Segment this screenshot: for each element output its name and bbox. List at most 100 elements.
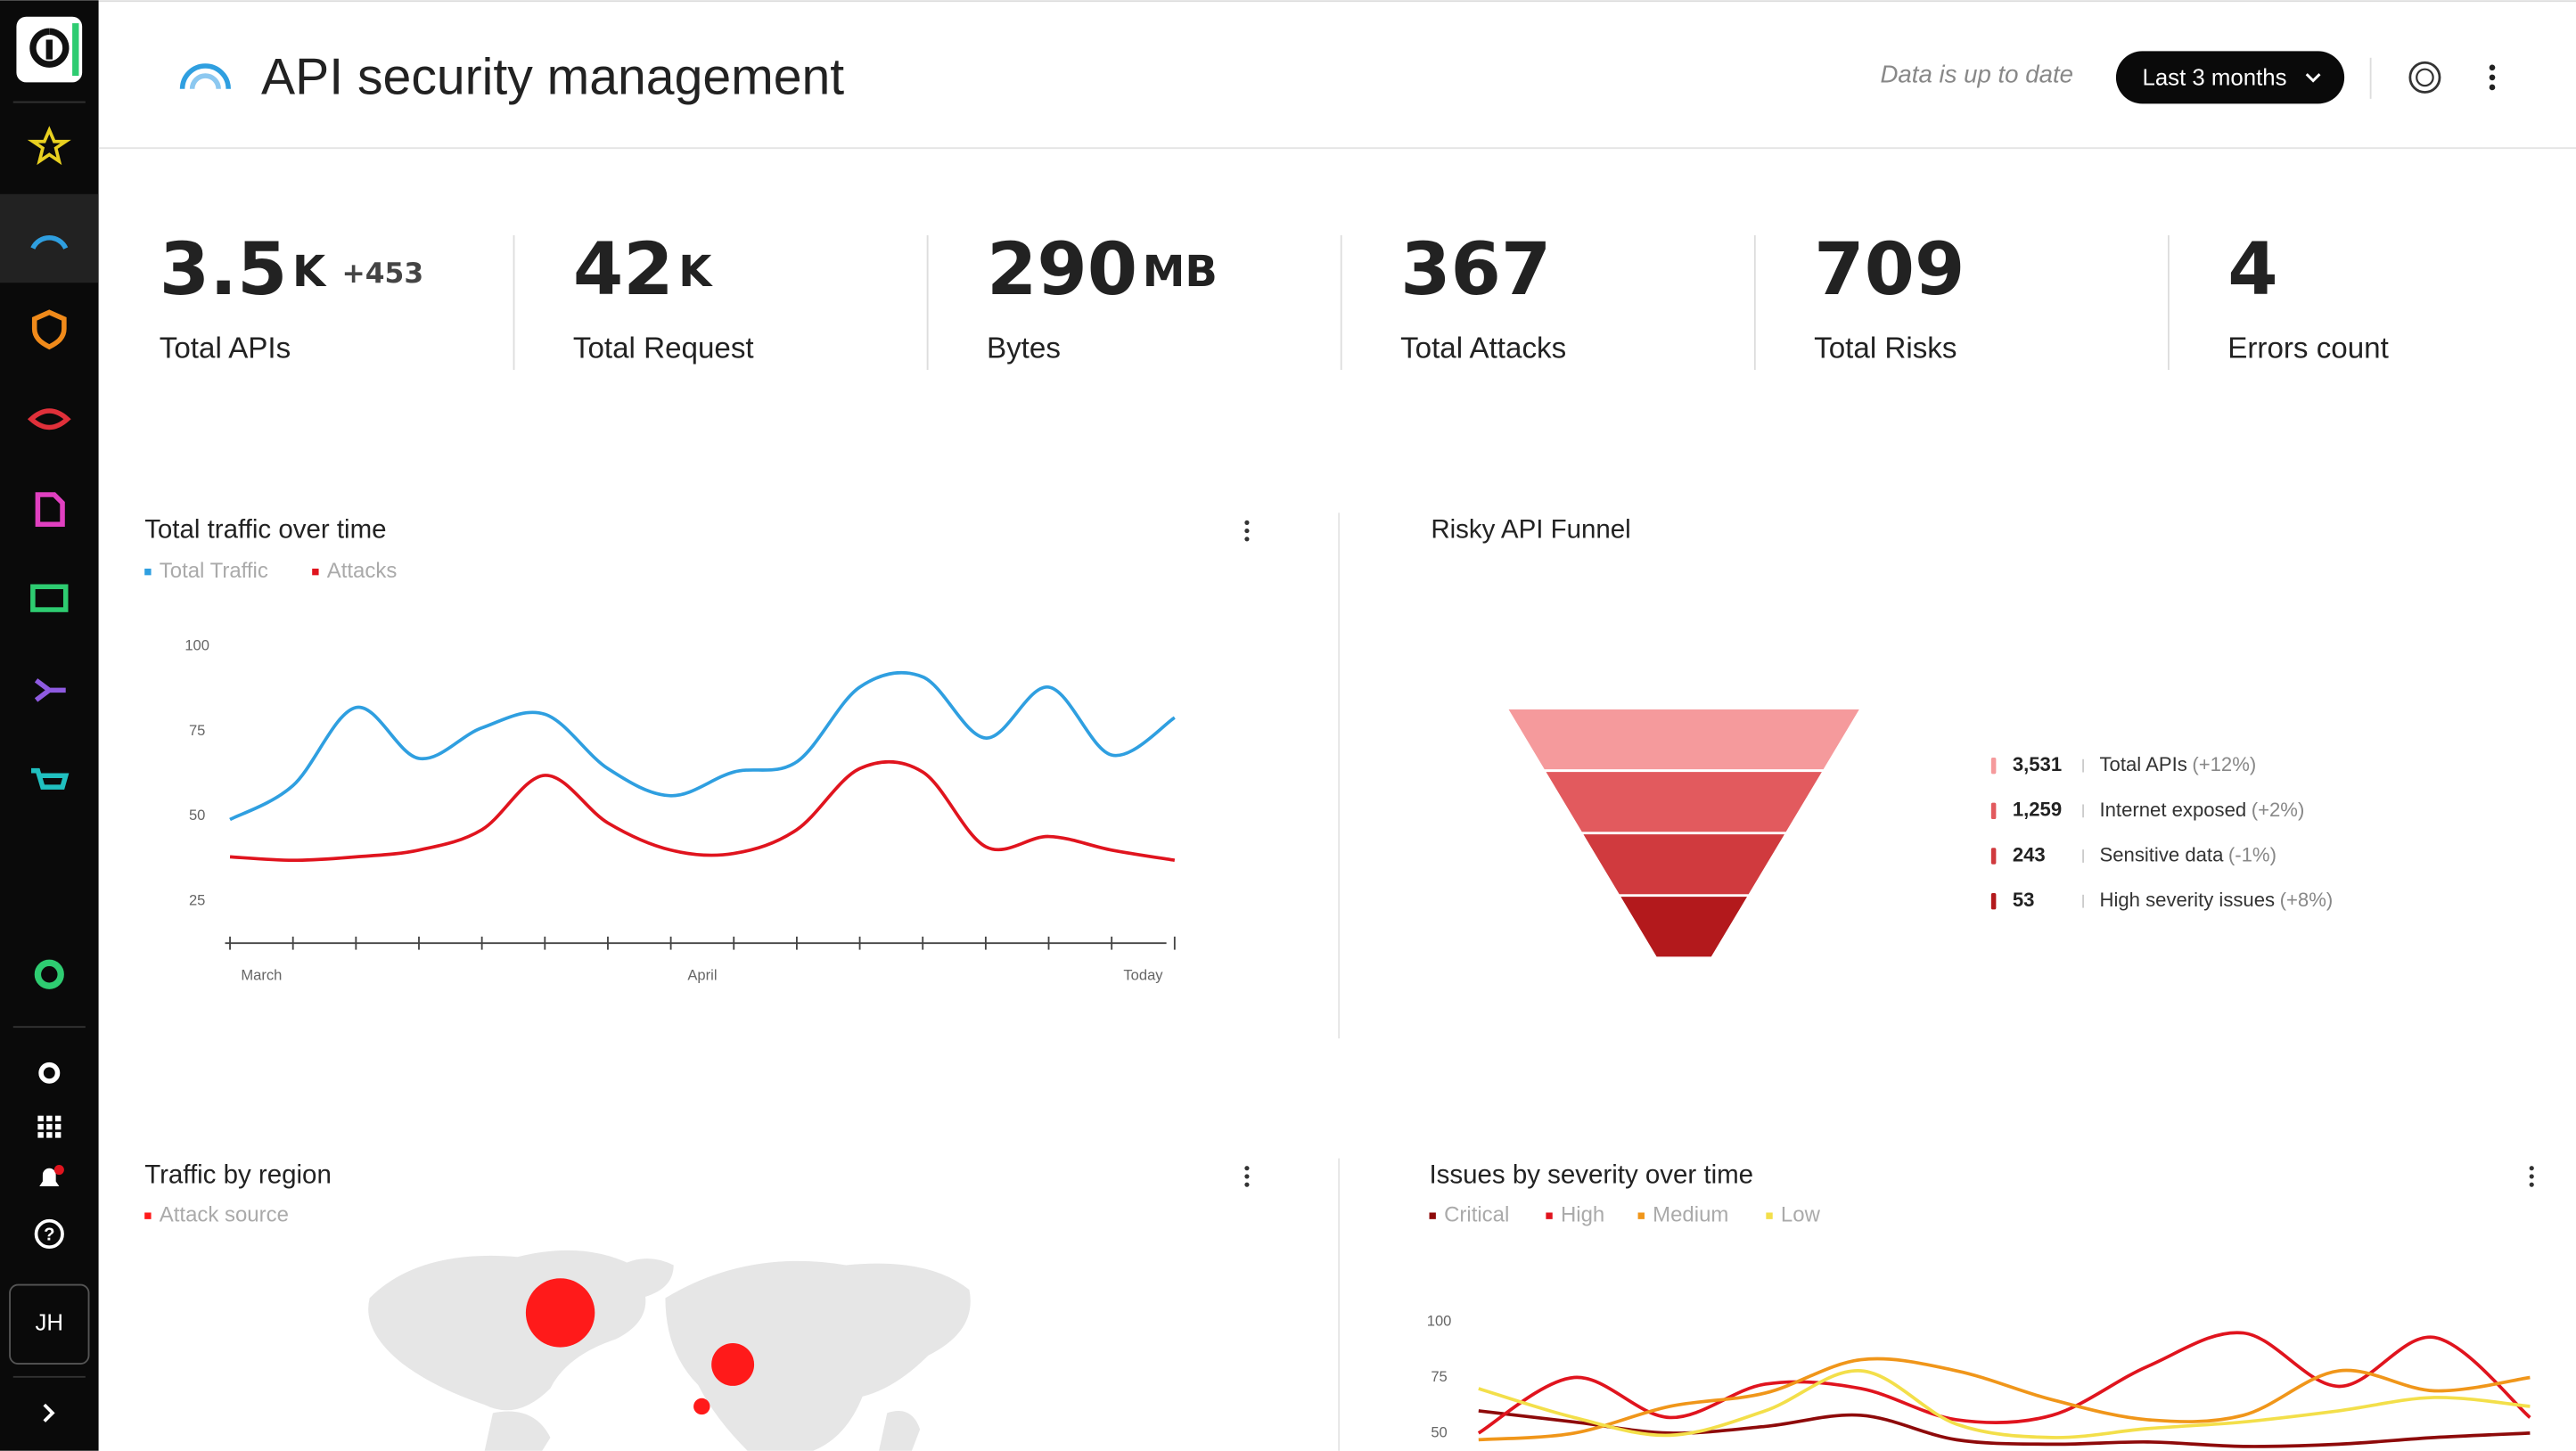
kpi-number: 4 xyxy=(2227,229,2277,313)
refresh-inner xyxy=(2416,68,2434,87)
series-line xyxy=(229,670,1176,822)
legend-label: Critical xyxy=(1444,1202,1509,1226)
avatar[interactable] xyxy=(9,1283,90,1365)
refresh-button[interactable] xyxy=(2408,61,2441,94)
page-icon-inner xyxy=(189,73,221,90)
funnel-stage xyxy=(1541,769,1826,835)
help-glyph: ? xyxy=(44,1226,54,1245)
panel-title: Traffic by region xyxy=(144,1160,332,1190)
attack-bubble xyxy=(525,1278,595,1348)
kpi-value: 3.5 K +453 xyxy=(160,229,423,313)
range-chevron xyxy=(2305,73,2321,83)
header-menu[interactable] xyxy=(2489,64,2496,91)
legend-marker xyxy=(144,1212,152,1219)
kpi-delta: +453 xyxy=(342,258,424,290)
favorites-icon[interactable] xyxy=(27,126,71,166)
range-button[interactable] xyxy=(2115,51,2345,104)
stage-value: 243 xyxy=(2013,843,2046,865)
expand-icon[interactable] xyxy=(43,1403,55,1422)
dynamic-layer: 25 50 75 100 Total Traffic Attacks March April T… xyxy=(144,559,2531,1448)
kpi-number: 42 xyxy=(573,229,674,313)
notification-dot xyxy=(53,1165,64,1176)
stage-label: Internet exposed xyxy=(2099,799,2246,821)
cart-icon[interactable] xyxy=(31,767,70,790)
api-icon[interactable] xyxy=(30,235,69,250)
series-line xyxy=(1477,1331,2531,1435)
y-tick-label: 75 xyxy=(1431,1368,1447,1385)
legend-marker xyxy=(1766,1212,1773,1219)
funnel-stage xyxy=(1616,894,1752,960)
series-line xyxy=(1478,1369,2531,1439)
legend-marker xyxy=(1546,1212,1553,1219)
stage-change: (-1%) xyxy=(2228,843,2277,865)
stage-name: Internet exposed (+2%) xyxy=(2099,799,2304,821)
stage-name: Total APIs (+12%) xyxy=(2099,753,2256,775)
panel-menu[interactable] xyxy=(1244,520,1250,542)
kpi-number: 709 xyxy=(1814,229,1965,313)
kpi-label: Total APIs xyxy=(160,332,291,365)
legend-marker xyxy=(1990,802,1997,820)
kpi-number: 3.5 xyxy=(160,229,288,313)
logo-mark xyxy=(29,28,70,68)
page-icon xyxy=(179,63,231,89)
y-tick-label: 100 xyxy=(1427,1312,1452,1329)
notifications-icon[interactable] xyxy=(39,1168,60,1186)
kpi-unit: K xyxy=(292,248,327,297)
status-icon[interactable] xyxy=(34,959,64,989)
legend-marker xyxy=(312,568,319,576)
legend-marker xyxy=(1990,892,1997,910)
legend-marker xyxy=(1990,757,1997,775)
help-icon[interactable] xyxy=(34,1218,64,1250)
kpi-value: 367 xyxy=(1400,229,1551,313)
y-tick-label: 50 xyxy=(1431,1423,1447,1440)
doc-icon[interactable] xyxy=(35,492,65,527)
stage-value: 1,259 xyxy=(2013,799,2062,821)
stage-value: 53 xyxy=(2013,889,2035,911)
range-button-label: Last 3 months xyxy=(2142,66,2286,91)
flow-icon[interactable] xyxy=(34,678,66,702)
page-title: API security management xyxy=(261,49,844,106)
stage-label: High severity issues xyxy=(2099,889,2275,911)
attack-bubble xyxy=(693,1398,710,1415)
legend-marker xyxy=(1637,1212,1645,1219)
stage-name: Sensitive data (-1%) xyxy=(2099,843,2276,865)
panel-title: Issues by severity over time xyxy=(1430,1160,1754,1190)
monitor-icon[interactable] xyxy=(30,584,69,612)
settings-icon[interactable] xyxy=(38,1062,61,1084)
stage-change: (+2%) xyxy=(2252,799,2305,821)
legend-label: Medium xyxy=(1653,1202,1728,1226)
kpi-label: Total Request xyxy=(573,332,754,365)
kpi-value: 42 K xyxy=(573,229,713,313)
panel-menu[interactable] xyxy=(1244,1166,1250,1187)
eye-icon[interactable] xyxy=(27,408,71,430)
y-tick-label: 25 xyxy=(189,891,205,908)
status-text: Data is up to date xyxy=(1880,60,2073,87)
y-tick-label: 75 xyxy=(189,722,205,739)
kpi-label: Total Risks xyxy=(1814,332,1957,365)
stage-value: 3,531 xyxy=(2013,753,2062,775)
series-line xyxy=(1478,1357,2531,1442)
series-line xyxy=(229,759,1176,863)
legend-marker xyxy=(144,568,152,576)
stage-change: (+12%) xyxy=(2192,753,2256,775)
legend-label: Attack source xyxy=(160,1202,289,1226)
kpi-value: 290 MB xyxy=(987,229,1218,313)
apps-icon[interactable] xyxy=(37,1115,62,1138)
panel-title: Total traffic over time xyxy=(144,514,386,544)
legend-marker xyxy=(1990,848,1997,865)
legend-label: High xyxy=(1561,1202,1604,1226)
shield-icon[interactable] xyxy=(31,309,67,350)
legend-label: Low xyxy=(1781,1202,1821,1226)
kpi-value: 709 xyxy=(1814,229,1965,313)
logo-accent xyxy=(72,23,79,77)
panel-menu[interactable] xyxy=(2529,1166,2534,1187)
funnel-stage xyxy=(1579,832,1789,898)
kpi-number: 290 xyxy=(987,229,1137,313)
kpi-unit: K xyxy=(678,248,713,297)
funnel-stage xyxy=(1504,707,1864,773)
legend-label: Total Traffic xyxy=(160,559,268,583)
